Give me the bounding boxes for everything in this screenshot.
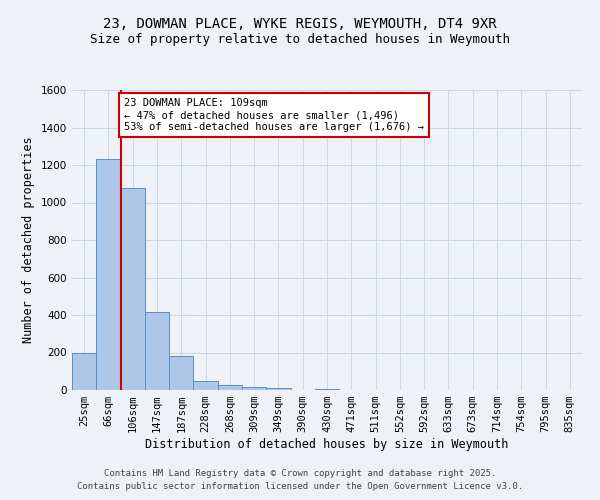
Bar — [218, 386, 242, 390]
Bar — [169, 356, 193, 390]
Text: 23 DOWMAN PLACE: 109sqm
← 47% of detached houses are smaller (1,496)
53% of semi: 23 DOWMAN PLACE: 109sqm ← 47% of detache… — [124, 98, 424, 132]
X-axis label: Distribution of detached houses by size in Weymouth: Distribution of detached houses by size … — [145, 438, 509, 451]
Text: Contains HM Land Registry data © Crown copyright and database right 2025.: Contains HM Land Registry data © Crown c… — [104, 468, 496, 477]
Bar — [266, 388, 290, 390]
Bar — [72, 352, 96, 390]
Bar — [145, 312, 169, 390]
Bar — [242, 386, 266, 390]
Y-axis label: Number of detached properties: Number of detached properties — [22, 136, 35, 344]
Bar — [315, 388, 339, 390]
Text: Size of property relative to detached houses in Weymouth: Size of property relative to detached ho… — [90, 32, 510, 46]
Bar — [121, 188, 145, 390]
Bar — [193, 380, 218, 390]
Text: Contains public sector information licensed under the Open Government Licence v3: Contains public sector information licen… — [77, 482, 523, 491]
Bar — [96, 160, 121, 390]
Text: 23, DOWMAN PLACE, WYKE REGIS, WEYMOUTH, DT4 9XR: 23, DOWMAN PLACE, WYKE REGIS, WEYMOUTH, … — [103, 18, 497, 32]
